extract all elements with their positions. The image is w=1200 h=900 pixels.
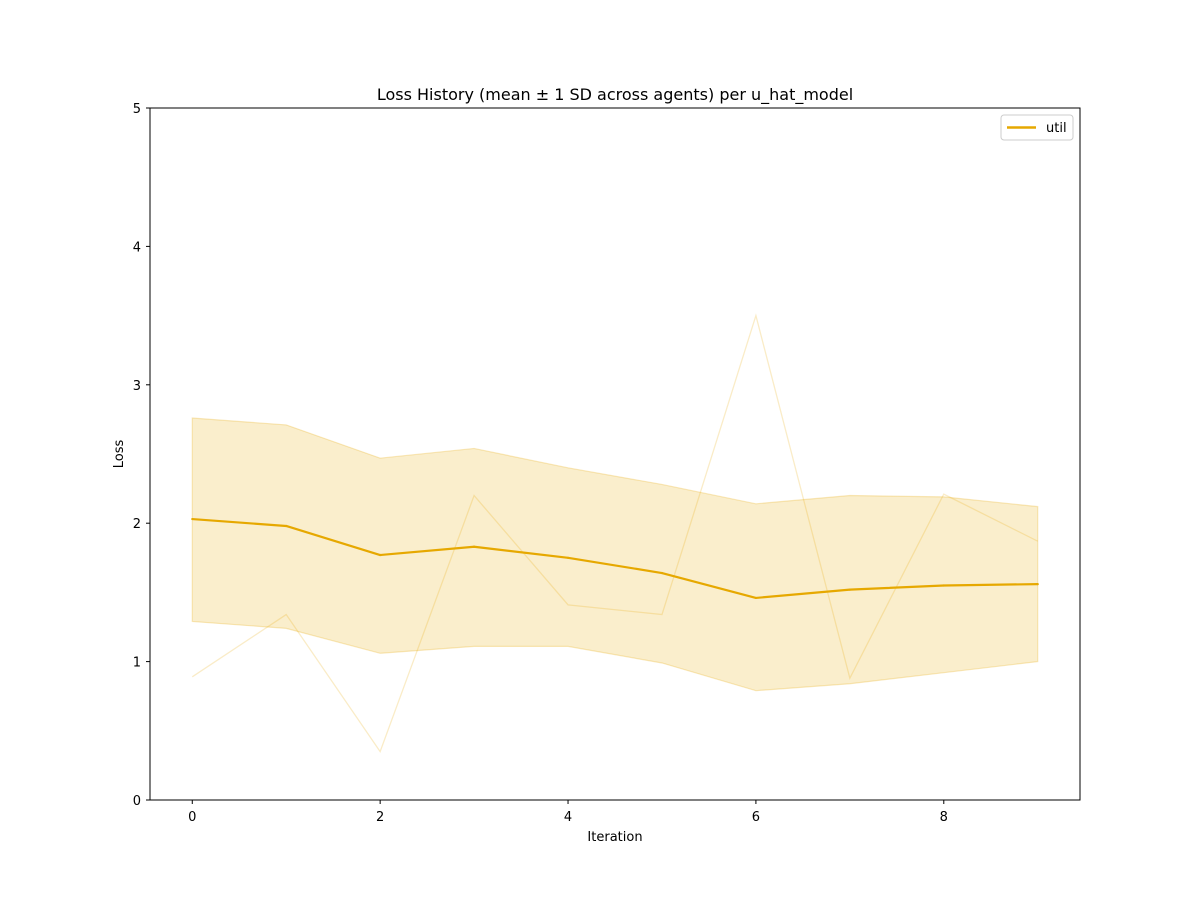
y-tick-label-5: 5 xyxy=(133,102,141,117)
y-axis-label: Loss xyxy=(112,440,127,469)
mean-point-util-7 xyxy=(848,588,851,591)
mean-point-util-1 xyxy=(285,524,288,528)
y-tick-label-3: 3 xyxy=(133,379,141,394)
mean-point-util-3 xyxy=(472,545,476,548)
x-tick-label-8: 8 xyxy=(940,810,948,825)
mean-line-util xyxy=(192,517,1038,600)
y-tick-label-0: 0 xyxy=(133,794,141,809)
legend-label-util: util xyxy=(1046,121,1067,136)
y-tick-label-2: 2 xyxy=(133,517,141,532)
mean-point-util-5 xyxy=(660,571,664,575)
mean-point-util-9 xyxy=(1036,582,1039,586)
mean-point-util-0 xyxy=(191,517,194,521)
mean-point-util-8 xyxy=(942,584,945,587)
x-axis-label: Iteration xyxy=(587,830,642,845)
chart-title: Loss History (mean ± 1 SD across agents)… xyxy=(377,85,853,105)
sd-band-util xyxy=(191,417,1039,692)
x-tick-label-6: 6 xyxy=(752,810,760,825)
x-tick-label-2: 2 xyxy=(376,810,384,825)
y-tick-label-4: 4 xyxy=(133,240,141,255)
y-tick-label-1: 1 xyxy=(133,656,141,671)
legend: util xyxy=(1000,114,1074,141)
legend-box xyxy=(1000,114,1074,141)
mean-point-util-4 xyxy=(566,556,570,559)
mean-point-util-2 xyxy=(379,553,382,557)
x-tick-label-0: 0 xyxy=(188,810,196,825)
agent-trace-util xyxy=(191,313,1039,753)
mean-point-util-6 xyxy=(754,596,758,600)
ticks: 0 2 4 6 8 0 1 2 3 4 5 xyxy=(133,102,948,825)
plot-area xyxy=(191,313,1039,753)
x-tick-label-4: 4 xyxy=(564,810,572,825)
axes-frame xyxy=(149,107,1081,801)
